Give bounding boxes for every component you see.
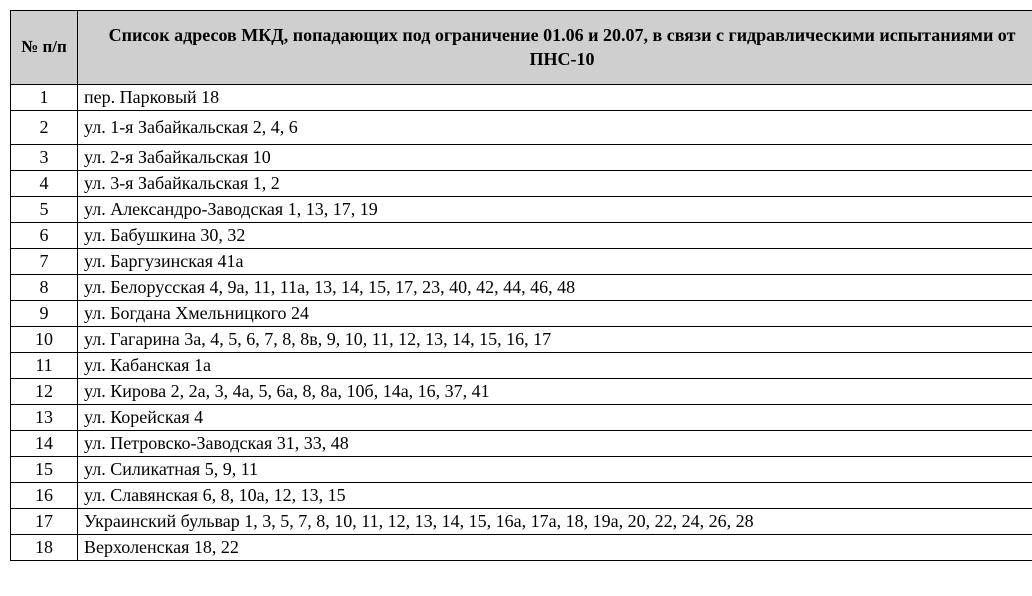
cell-number: 2: [11, 110, 78, 144]
cell-number: 10: [11, 326, 78, 352]
table-row: 5ул. Александро-Заводская 1, 13, 17, 19: [11, 196, 1032, 222]
table-row: 15ул. Силикатная 5, 9, 11: [11, 456, 1032, 482]
cell-number: 4: [11, 170, 78, 196]
table-row: 3ул. 2-я Забайкальская 10: [11, 144, 1032, 170]
cell-address: ул. Богдана Хмельницкого 24: [78, 300, 1032, 326]
cell-address: ул. Корейская 4: [78, 404, 1032, 430]
address-table: № п/п Список адресов МКД, попадающих под…: [10, 10, 1032, 561]
table-row: 2ул. 1-я Забайкальская 2, 4, 6: [11, 110, 1032, 144]
table-row: 11ул. Кабанская 1а: [11, 352, 1032, 378]
cell-number: 15: [11, 456, 78, 482]
table-row: 16ул. Славянская 6, 8, 10а, 12, 13, 15: [11, 482, 1032, 508]
table-row: 4ул. 3-я Забайкальская 1, 2: [11, 170, 1032, 196]
cell-address: ул. 2-я Забайкальская 10: [78, 144, 1032, 170]
table-row: 18Верхоленская 18, 22: [11, 534, 1032, 560]
table-row: 1пер. Парковый 18: [11, 84, 1032, 110]
table-body: 1пер. Парковый 182ул. 1-я Забайкальская …: [11, 84, 1032, 560]
cell-number: 5: [11, 196, 78, 222]
cell-number: 14: [11, 430, 78, 456]
cell-number: 13: [11, 404, 78, 430]
col-header-number: № п/п: [11, 11, 78, 85]
cell-number: 17: [11, 508, 78, 534]
table-row: 14ул. Петровско-Заводская 31, 33, 48: [11, 430, 1032, 456]
cell-address: ул. Силикатная 5, 9, 11: [78, 456, 1032, 482]
table-header: № п/п Список адресов МКД, попадающих под…: [11, 11, 1032, 85]
cell-address: ул. 3-я Забайкальская 1, 2: [78, 170, 1032, 196]
cell-address: ул. Белорусская 4, 9а, 11, 11а, 13, 14, …: [78, 274, 1032, 300]
table-row: 7ул. Баргузинская 41а: [11, 248, 1032, 274]
cell-number: 6: [11, 222, 78, 248]
cell-number: 8: [11, 274, 78, 300]
cell-address: ул. Кабанская 1а: [78, 352, 1032, 378]
cell-address: ул. 1-я Забайкальская 2, 4, 6: [78, 110, 1032, 144]
table-row: 6ул. Бабушкина 30, 32: [11, 222, 1032, 248]
cell-address: ул. Славянская 6, 8, 10а, 12, 13, 15: [78, 482, 1032, 508]
cell-address: пер. Парковый 18: [78, 84, 1032, 110]
cell-number: 16: [11, 482, 78, 508]
cell-address: ул. Кирова 2, 2а, 3, 4а, 5, 6а, 8, 8а, 1…: [78, 378, 1032, 404]
cell-number: 3: [11, 144, 78, 170]
cell-number: 18: [11, 534, 78, 560]
table-row: 8ул. Белорусская 4, 9а, 11, 11а, 13, 14,…: [11, 274, 1032, 300]
cell-address: Украинский бульвар 1, 3, 5, 7, 8, 10, 11…: [78, 508, 1032, 534]
cell-address: ул. Бабушкина 30, 32: [78, 222, 1032, 248]
table-row: 17Украинский бульвар 1, 3, 5, 7, 8, 10, …: [11, 508, 1032, 534]
cell-address: ул. Петровско-Заводская 31, 33, 48: [78, 430, 1032, 456]
table-row: 13ул. Корейская 4: [11, 404, 1032, 430]
table-row: 10ул. Гагарина 3а, 4, 5, 6, 7, 8, 8в, 9,…: [11, 326, 1032, 352]
table-row: 12ул. Кирова 2, 2а, 3, 4а, 5, 6а, 8, 8а,…: [11, 378, 1032, 404]
cell-number: 1: [11, 84, 78, 110]
col-header-address: Список адресов МКД, попадающих под огран…: [78, 11, 1032, 85]
cell-number: 11: [11, 352, 78, 378]
cell-number: 9: [11, 300, 78, 326]
cell-address: ул. Александро-Заводская 1, 13, 17, 19: [78, 196, 1032, 222]
table-row: 9ул. Богдана Хмельницкого 24: [11, 300, 1032, 326]
cell-address: Верхоленская 18, 22: [78, 534, 1032, 560]
cell-number: 7: [11, 248, 78, 274]
cell-address: ул. Гагарина 3а, 4, 5, 6, 7, 8, 8в, 9, 1…: [78, 326, 1032, 352]
cell-address: ул. Баргузинская 41а: [78, 248, 1032, 274]
cell-number: 12: [11, 378, 78, 404]
